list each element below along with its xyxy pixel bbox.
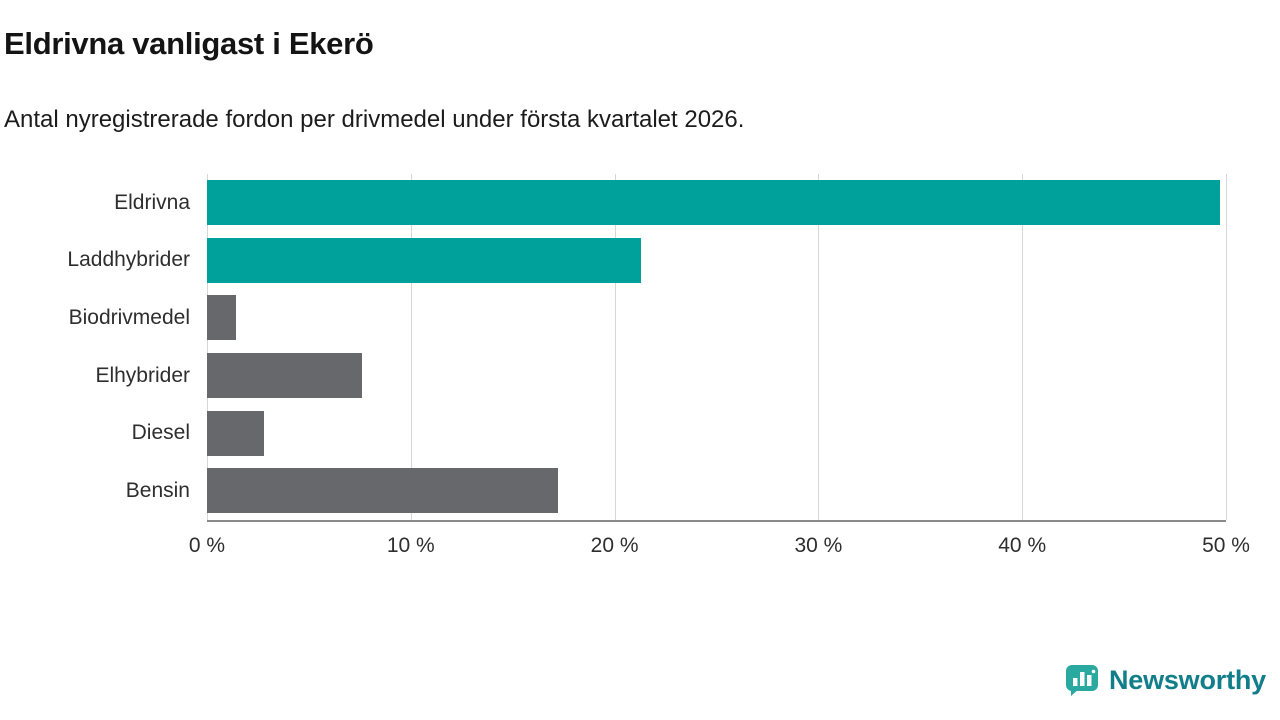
x-tick-label: 0 %	[188, 533, 226, 557]
bar-row	[207, 174, 1226, 232]
bar-eldrivna	[207, 180, 1220, 226]
gridline	[818, 174, 820, 520]
bar-row	[207, 404, 1226, 462]
bar-elhybrider	[207, 353, 362, 399]
bar-laddhybrider	[207, 237, 642, 283]
x-axis: 0 % 10 % 20 % 30 % 40 % 50 %	[189, 522, 1250, 568]
bar-row	[207, 289, 1226, 347]
x-tick-label: 50 %	[1202, 533, 1250, 557]
bar-row	[207, 347, 1226, 405]
bar-row	[207, 462, 1226, 520]
bar-chart: Eldrivna Laddhybrider Biodrivmedel Elhybrid…	[4, 174, 1250, 568]
bar-biodrivmedel	[207, 295, 236, 341]
bar-row	[207, 232, 1226, 290]
x-tick-label: 30 %	[794, 533, 843, 557]
plot-area	[207, 174, 1227, 522]
x-tick-label: 40 %	[998, 533, 1047, 557]
bar-bensin	[207, 468, 558, 514]
gridline	[1022, 174, 1024, 520]
newsworthy-wordmark: Newsworthy	[1064, 662, 1266, 698]
y-axis-labels: Eldrivna Laddhybrider Biodrivmedel Elhybrid…	[4, 174, 207, 522]
category-label: Elhybrider	[95, 363, 190, 387]
category-label: Biodrivmedel	[68, 305, 190, 329]
brand-name: Newsworthy	[1108, 664, 1266, 695]
x-tick-label: 10 %	[386, 533, 435, 557]
bar-diesel	[207, 410, 265, 456]
gridline	[410, 174, 412, 520]
category-label: Eldrivna	[114, 190, 190, 214]
gridline	[614, 174, 616, 520]
category-label: Bensin	[125, 478, 190, 502]
x-tick-label: 20 %	[590, 533, 639, 557]
plot-wrapper: Eldrivna Laddhybrider Biodrivmedel Elhybrid…	[4, 174, 1227, 522]
newsworthy-logo-icon	[1064, 662, 1100, 698]
chart-title: Eldrivna vanligast i Ekerö	[4, 26, 374, 61]
gridline	[1226, 174, 1227, 520]
chart-subtitle: Antal nyregistrerade fordon per drivmede…	[4, 106, 745, 133]
category-label: Laddhybrider	[67, 248, 190, 272]
category-label: Diesel	[131, 421, 190, 445]
gridline	[207, 174, 208, 520]
